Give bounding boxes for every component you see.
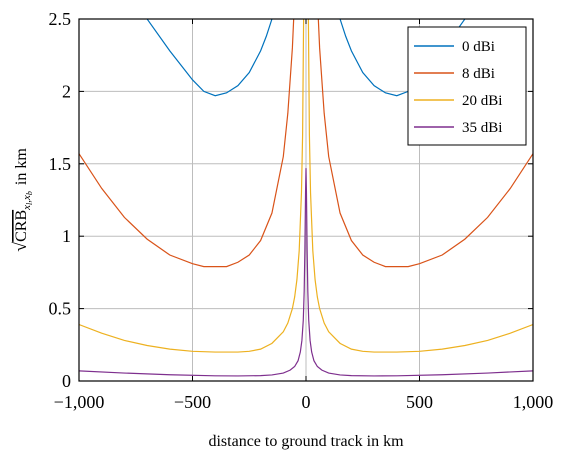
y-axis-label-sub2-index: b (25, 191, 34, 195)
legend-label: 35 dBi (462, 120, 502, 136)
series-line-2-part-0 (79, 19, 305, 353)
y-axis-label-sub1-index: l (25, 202, 34, 205)
x-tick-label: −1,000 (54, 392, 105, 412)
y-axis-label-suffix: in km (13, 148, 30, 185)
x-tick-label: −500 (174, 392, 211, 412)
y-axis-label-main: CRB (13, 210, 30, 242)
x-tick-label: 500 (406, 392, 433, 412)
series-line-1-part-1 (317, 19, 533, 268)
y-axis-label-sub2: x (21, 195, 33, 201)
x-axis-label: distance to ground track in km (208, 433, 404, 450)
ticks: −1,000 −500 0 500 1,000 0 0.5 1 1.5 2 2.5 (49, 9, 554, 412)
y-axis-label: √CRBxl,xbin km (10, 148, 34, 252)
series-line-1-part-0 (79, 19, 295, 268)
y-tick-label: 0.5 (49, 299, 72, 319)
y-axis-sqrt-sign: √ (10, 242, 30, 252)
series-line-3-part-0 (79, 168, 533, 377)
series-line-2-part-1 (307, 19, 533, 353)
legend-label: 20 dBi (462, 93, 502, 109)
legend-label: 0 dBi (462, 39, 495, 55)
y-axis-label-sub-sep: , (21, 200, 33, 203)
y-axis-label-sub1: x (21, 205, 33, 211)
x-tick-label: 1,000 (513, 392, 554, 412)
legend: 0 dBi 8 dBi 20 dBi 35 dBi (407, 26, 527, 146)
y-tick-label: 0 (62, 371, 71, 391)
y-tick-label: 1 (62, 226, 71, 246)
legend-label: 8 dBi (462, 66, 495, 82)
series-line-0-part-0 (146, 19, 273, 97)
y-tick-label: 1.5 (49, 154, 72, 174)
y-tick-label: 2 (62, 81, 71, 101)
svg-text:√CRBxl,xbin km: √CRBxl,xbin km (10, 148, 34, 252)
x-tick-label: 0 (302, 392, 311, 412)
y-tick-label: 2.5 (49, 9, 72, 29)
